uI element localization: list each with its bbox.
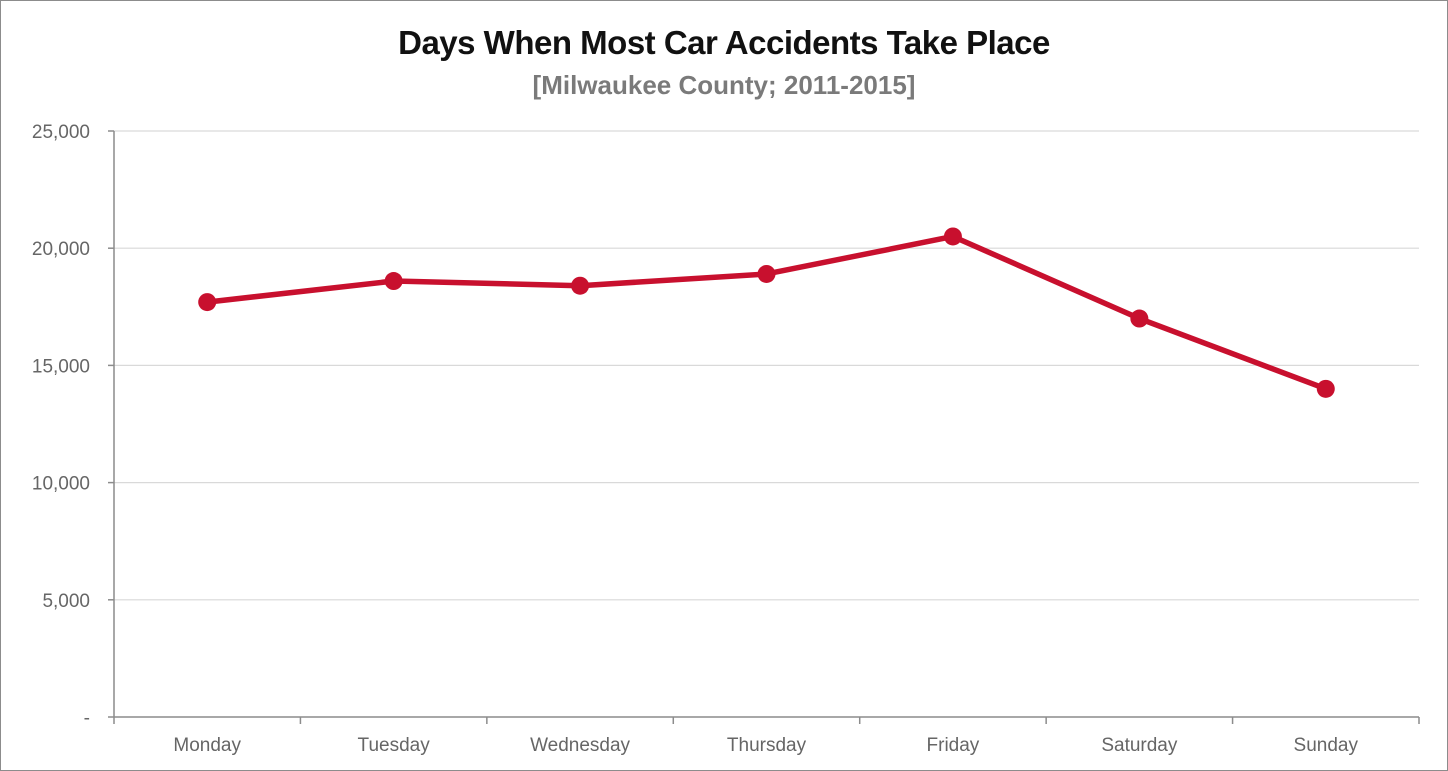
y-tick-label-1: 5,000 [42,591,90,612]
series-car-accidents [198,227,1335,398]
data-point-saturday [1130,309,1149,328]
chart-subtitle: [Milwaukee County; 2011-2015] [532,70,916,100]
y-tick-label-2: 10,000 [32,474,90,495]
x-tick-label-tuesday: Tuesday [358,735,431,756]
data-point-wednesday [571,276,590,295]
y-tick-label-0: - [84,708,90,729]
y-tick-label-3: 15,000 [32,356,90,377]
x-axis-tick-labels: Monday Tuesday Wednesday Thursday Friday Satu… [173,735,1358,756]
x-tick-label-friday: Friday [927,735,980,756]
x-tick-label-sunday: Sunday [1294,735,1359,756]
data-point-tuesday [384,272,403,291]
data-point-friday [943,227,962,246]
axes [108,130,1420,724]
data-point-sunday [1316,379,1335,398]
gridlines [114,130,1419,601]
y-tick-label-4: 20,000 [32,239,90,260]
x-tick-label-monday: Monday [173,735,241,756]
data-point-monday [198,293,217,312]
data-point-thursday [757,264,776,283]
x-tick-label-saturday: Saturday [1101,735,1178,756]
y-axis-tick-labels: - 5,000 10,000 15,000 20,000 25,000 [32,122,90,729]
x-tick-label-thursday: Thursday [727,735,807,756]
x-tick-label-wednesday: Wednesday [530,735,630,756]
y-tick-label-5: 25,000 [32,122,90,143]
chart-title: Days When Most Car Accidents Take Place [398,24,1050,61]
